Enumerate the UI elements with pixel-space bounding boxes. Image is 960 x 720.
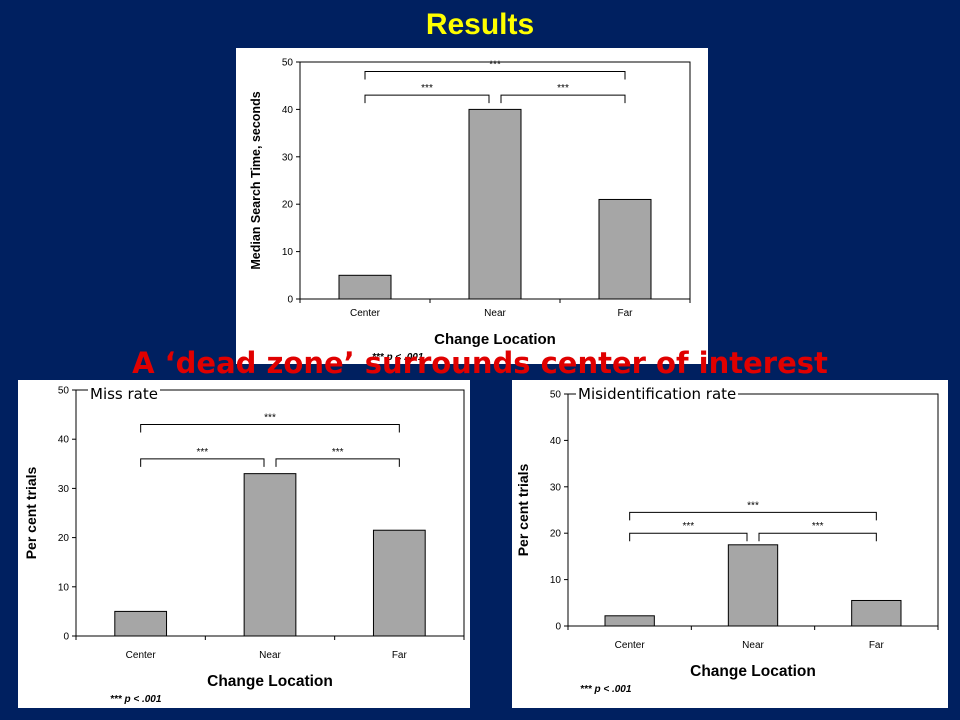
bar-center (338, 274, 392, 300)
significance-bracket (758, 532, 877, 542)
bar-far (851, 599, 902, 627)
bar-far (598, 198, 652, 300)
significance-note: *** p < .001 (110, 694, 162, 705)
y-tick-label: 20 (58, 533, 70, 544)
significance-label: *** (264, 412, 276, 423)
chart-panel-search-time: 0 10 20 30 40 50 Center Near Far *** *** *** Change … (236, 48, 708, 364)
significance-bracket (629, 511, 877, 521)
y-axis-label: Per cent trials (23, 466, 39, 559)
significance-label: *** (196, 447, 208, 458)
x-tick-label: Near (742, 640, 764, 651)
y-tick-label: 50 (550, 390, 562, 401)
significance-bracket (364, 94, 490, 104)
slide-title: Results (425, 8, 535, 41)
significance-label: *** (682, 521, 694, 532)
bar-near (468, 108, 522, 300)
x-tick-label: Near (259, 650, 281, 661)
chart-panel-miss-rate: 0 10 20 30 40 50 Center Near Far *** *** *** Change … (18, 380, 470, 708)
y-tick-label: 40 (282, 105, 294, 116)
y-tick-label: 10 (550, 575, 562, 586)
significance-label: *** (489, 59, 501, 70)
miss-rate-label: Miss rate (88, 385, 160, 403)
slide-subtitle: A ‘dead zone’ surrounds center of intere… (132, 346, 828, 380)
y-axis-label: Median Search Time, seconds (249, 91, 263, 269)
bar-near (243, 473, 297, 637)
x-tick-label: Far (618, 308, 634, 319)
x-axis-label: Change Location (434, 331, 556, 348)
x-tick-label: Center (350, 308, 381, 319)
x-tick-label: Center (615, 640, 646, 651)
significance-label: *** (332, 447, 344, 458)
x-tick-label: Far (392, 650, 408, 661)
significance-bracket (629, 532, 748, 542)
y-tick-label: 40 (550, 436, 562, 447)
significance-note: *** p < .001 (580, 684, 632, 695)
x-axis-label: Change Location (690, 663, 816, 680)
bar-far (372, 529, 426, 637)
significance-bracket (140, 423, 400, 433)
y-tick-label: 10 (58, 582, 70, 593)
bar-center (114, 610, 168, 637)
y-tick-label: 10 (282, 247, 294, 258)
x-axis-label: Change Location (207, 673, 333, 690)
y-tick-label: 40 (58, 435, 70, 446)
x-tick-label: Far (869, 640, 885, 651)
miss-rate-chart: 0 10 20 30 40 50 Center Near Far *** *** *** Change … (23, 386, 465, 705)
y-tick-label: 50 (58, 386, 70, 397)
y-tick-label: 30 (282, 152, 294, 163)
y-tick-label: 0 (555, 622, 561, 633)
x-tick-label: Center (126, 650, 157, 661)
x-tick-label: Near (484, 308, 506, 319)
significance-label: *** (747, 500, 759, 511)
y-tick-label: 20 (282, 200, 294, 211)
significance-bracket (140, 458, 265, 467)
search-time-chart: 0 10 20 30 40 50 Center Near Far *** *** *** Change … (249, 58, 691, 363)
chart-panel-misidentification-rate: 0 10 20 30 40 50 Center Near Far *** *** *** Change … (512, 380, 948, 708)
significance-bracket (364, 70, 626, 80)
significance-label: *** (557, 83, 569, 94)
y-tick-label: 50 (282, 58, 294, 69)
y-tick-label: 0 (287, 295, 293, 306)
y-tick-label: 0 (63, 632, 69, 643)
bar-center (604, 615, 655, 627)
significance-note: *** p < .001 (372, 352, 424, 363)
y-tick-label: 20 (550, 529, 562, 540)
significance-bracket (500, 94, 626, 104)
y-tick-label: 30 (58, 484, 70, 495)
significance-label: *** (421, 83, 433, 94)
y-tick-label: 30 (550, 482, 562, 493)
misidentification-rate-label: Misidentification rate (576, 385, 739, 403)
bar-near (727, 544, 779, 627)
significance-bracket (275, 458, 400, 467)
y-axis-label: Per cent trials (515, 463, 531, 556)
misidentification-rate-chart: 0 10 20 30 40 50 Center Near Far *** *** *** Change … (515, 390, 939, 695)
significance-label: *** (812, 521, 824, 532)
